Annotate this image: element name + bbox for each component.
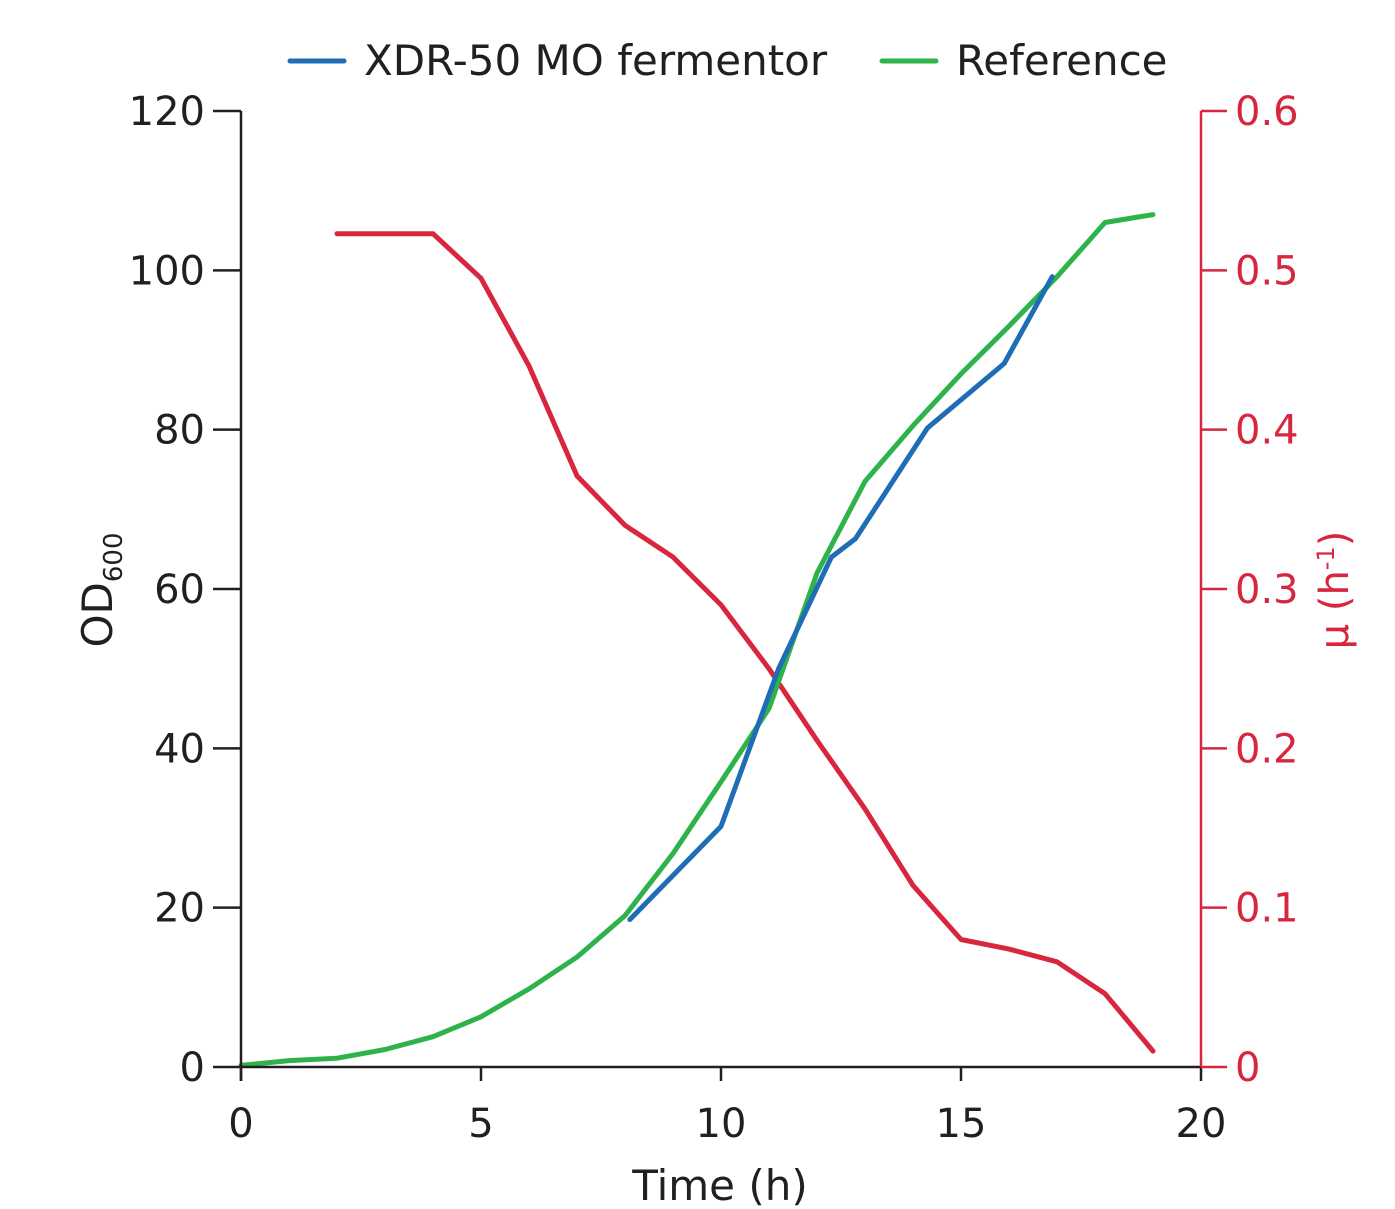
y-tick-label: 20: [154, 886, 205, 932]
legend-label: XDR-50 MO fermentor: [364, 36, 828, 85]
legend-item: XDR-50 MO fermentor: [287, 36, 828, 85]
y2-tick-label: 0.2: [1235, 726, 1299, 772]
series-line-growth-rate: [334, 231, 1156, 1054]
y-tick-label: 0: [180, 1045, 205, 1091]
y2-tick-label: 0.6: [1235, 89, 1299, 135]
series-line-xdr-50-mo-fermentor: [627, 274, 1055, 923]
legend: XDR-50 MO fermentor Reference: [287, 36, 1168, 85]
y2-axis-title-sup: -1: [1312, 546, 1340, 570]
y-tick-label: 80: [154, 408, 205, 454]
y2-tick-label: 0.3: [1235, 567, 1299, 613]
y2-axis-title: µ (h-1): [1312, 531, 1358, 650]
x-tick-label: 0: [228, 1101, 253, 1147]
x-tick-label: 15: [936, 1101, 987, 1147]
y2-axis-title-post: ): [1312, 531, 1358, 547]
x-tick-label: 10: [696, 1101, 747, 1147]
y-tick-label: 120: [129, 89, 205, 135]
y-axis-title-sub: 600: [99, 532, 129, 582]
legend-item: Reference: [879, 36, 1168, 85]
y2-tick-label: 0.5: [1235, 248, 1299, 294]
x-axis-title: Time (h): [631, 1161, 808, 1209]
y-tick-label: 100: [129, 248, 205, 294]
y2-tick-label: 0.1: [1235, 886, 1299, 932]
x-tick-label: 20: [1176, 1101, 1227, 1147]
y-tick-label: 60: [154, 567, 205, 613]
y2-tick-label: 0.4: [1235, 408, 1299, 454]
y-axis-title: OD600: [73, 532, 129, 647]
y2-tick-label: 0: [1235, 1045, 1260, 1091]
legend-label: Reference: [956, 36, 1168, 85]
y2-axis-title-pre: µ (h: [1312, 570, 1358, 649]
y-tick-label: 40: [154, 726, 205, 772]
y-axis-title-main: OD: [73, 582, 122, 647]
series-line-reference: [238, 212, 1156, 1068]
series-layer: [238, 212, 1156, 1068]
x-tick-label: 5: [468, 1101, 493, 1147]
